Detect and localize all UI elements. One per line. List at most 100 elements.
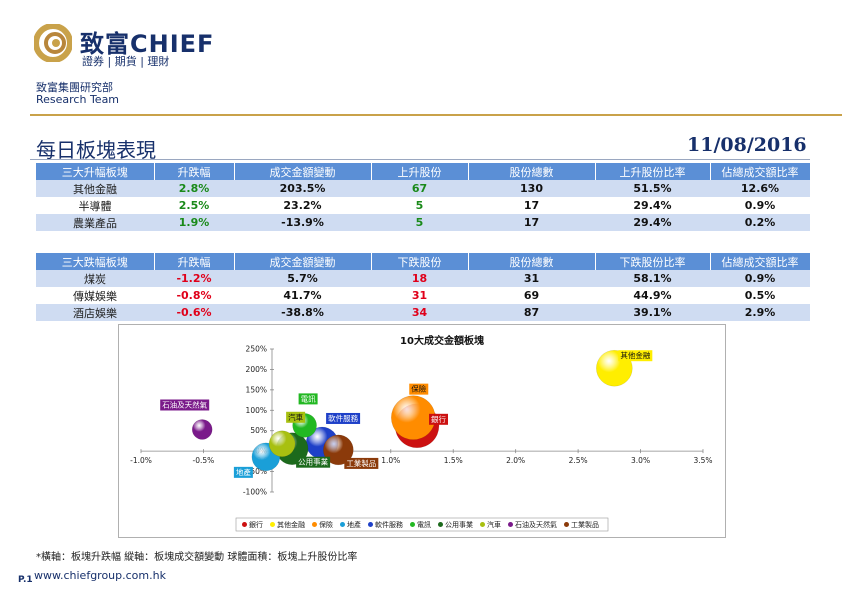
sector-name: 農業產品 [36,214,154,231]
table-cell: 39.1% [595,304,710,321]
bubble-label: 地產 [236,467,251,477]
bubble-label-box [296,456,331,468]
bubble-label: 保險 [411,384,426,394]
table-cell: 2.9% [710,304,810,321]
legend-marker [340,522,345,527]
bubble-label: 公用事業 [298,457,328,467]
legend-entry: 保險 [319,520,333,529]
table-cell: 2.5% [154,197,234,214]
table-row: 酒店娛樂 -0.6% -38.8% 34 87 39.1% 2.9% [36,304,810,321]
bubble-label: 電訊 [301,393,316,403]
chart-title: 10大成交金額板塊 [400,334,484,347]
table-cell: 0.9% [710,197,810,214]
table-header-row: 三大升幅板塊 升跌幅 成交金額變動 上升股份 股份總數 上升股份比率 佔總成交額比率 [36,163,811,180]
table-cell: 41.7% [234,287,371,304]
column-header: 佔總成交額比率 [710,163,811,180]
table-row: 傳媒娛樂 -0.8% 41.7% 31 69 44.9% 0.5% [36,287,810,304]
column-header: 下跌股份 [371,253,469,270]
y-tick-label: 50% [250,426,267,435]
column-header: 成交金額變動 [234,253,372,270]
x-tick-label: 2.0% [506,456,525,465]
bubble-label: 工業製品 [346,458,376,468]
report-date: 11/08/2016 [687,134,807,156]
table-cell: 2.8% [154,180,234,197]
legend-marker [270,522,275,527]
legend-marker [410,522,415,527]
sector-name: 酒店娛樂 [36,304,154,321]
column-header: 三大跌幅板塊 [36,253,155,270]
bubble-label-box [326,412,361,424]
header-divider [30,114,842,116]
table-header-row: 三大跌幅板塊 升跌幅 成交金額變動 下跌股份 股份總數 下跌股份比率 佔總成交額比率 [36,253,811,270]
legend-entry: 工業製品 [571,520,599,529]
y-tick-label: 250% [246,345,267,354]
table-cell: 29.4% [595,214,710,231]
table-cell: 17 [468,214,595,231]
column-header: 股份總數 [468,253,596,270]
legend-entry: 公用事業 [445,520,473,529]
bubble-chart-frame: 10大成交金額板塊 -1.0%-0.5%0.0%0.5%1.0%1.5%2.0%… [118,324,726,538]
y-tick-label: -100% [243,488,267,497]
bubble-label: 其他金融 [620,350,650,360]
table-row: 煤炭 -1.2% 5.7% 18 31 58.1% 0.9% [36,270,810,287]
bubble-工業製品 [323,434,354,466]
bubble-label-box [298,393,318,405]
table-cell: -13.9% [234,214,371,231]
x-tick-label: -0.5% [193,456,215,465]
table-cell: 1.9% [154,214,234,231]
legend-marker [368,522,373,527]
legend-entry: 汽車 [487,520,501,529]
report-title: 每日板塊表現 [36,138,156,162]
column-header: 成交金額變動 [234,163,372,180]
bubble-label-box [160,399,210,411]
table-cell: 18 [371,270,468,287]
title-divider [30,159,810,160]
brand-name: 致富CHIEF [80,30,215,58]
bubble-label: 石油及天然氣 [162,399,207,409]
table-cell: 0.9% [710,270,810,287]
table-row: 半導體 2.5% 23.2% 5 17 29.4% 0.9% [36,197,810,214]
legend-entry: 軟件服務 [375,520,403,529]
table-cell: 31 [371,287,468,304]
bubble-石油及天然氣 [191,419,213,440]
column-header: 股份總數 [468,163,596,180]
table-cell: 23.2% [234,197,371,214]
legend-marker [480,522,485,527]
bubble-label-box [409,383,429,395]
top-sectors-table: 三大升幅板塊 升跌幅 成交金額變動 上升股份 股份總數 上升股份比率 佔總成交額比率 其他金… [36,163,811,231]
department-name: 致富集團研究部 [36,81,113,94]
x-tick-label: 2.5% [569,456,588,465]
legend-entry: 銀行 [249,520,263,529]
legend-entry: 電訊 [417,520,431,529]
sector-name: 傳媒娛樂 [36,287,154,304]
chart-legend [235,517,609,532]
table-cell: 0.2% [710,214,810,231]
y-tick-label: 200% [246,365,267,374]
bubble-label-box [344,457,379,469]
table-cell: 44.9% [595,287,710,304]
y-tick-label: 150% [246,385,267,394]
table-cell: 203.5% [234,180,371,197]
table-cell: 51.5% [595,180,710,197]
table-cell: 130 [468,180,595,197]
table-cell: 5 [371,214,468,231]
column-header: 上升股份 [371,163,469,180]
table-cell: 5 [371,197,468,214]
column-header: 下跌股份比率 [595,253,711,270]
company-logo [34,24,72,62]
legend-marker [438,522,443,527]
table-cell: 29.4% [595,197,710,214]
table-cell: 58.1% [595,270,710,287]
bubble-label-box [233,466,253,478]
chart-footnote: *橫軸：板塊升跌幅 縱軸：板塊成交額變動 球體面積：板塊上升股份比率 [36,552,358,563]
bottom-sectors-table: 三大跌幅板塊 升跌幅 成交金額變動 下跌股份 股份總數 下跌股份比率 佔總成交額比率 煤炭 -… [36,253,811,321]
bubble-汽車 [268,430,296,458]
table-cell: 17 [468,197,595,214]
table-cell: 5.7% [234,270,371,287]
legend-entry: 其他金融 [277,520,305,529]
legend-entry: 地產 [347,520,361,529]
table-row: 農業產品 1.9% -13.9% 5 17 29.4% 0.2% [36,214,810,231]
table-cell: 69 [468,287,595,304]
website-link[interactable]: www.chiefgroup.com.hk [34,569,166,582]
bubble-label: 銀行 [431,414,446,424]
